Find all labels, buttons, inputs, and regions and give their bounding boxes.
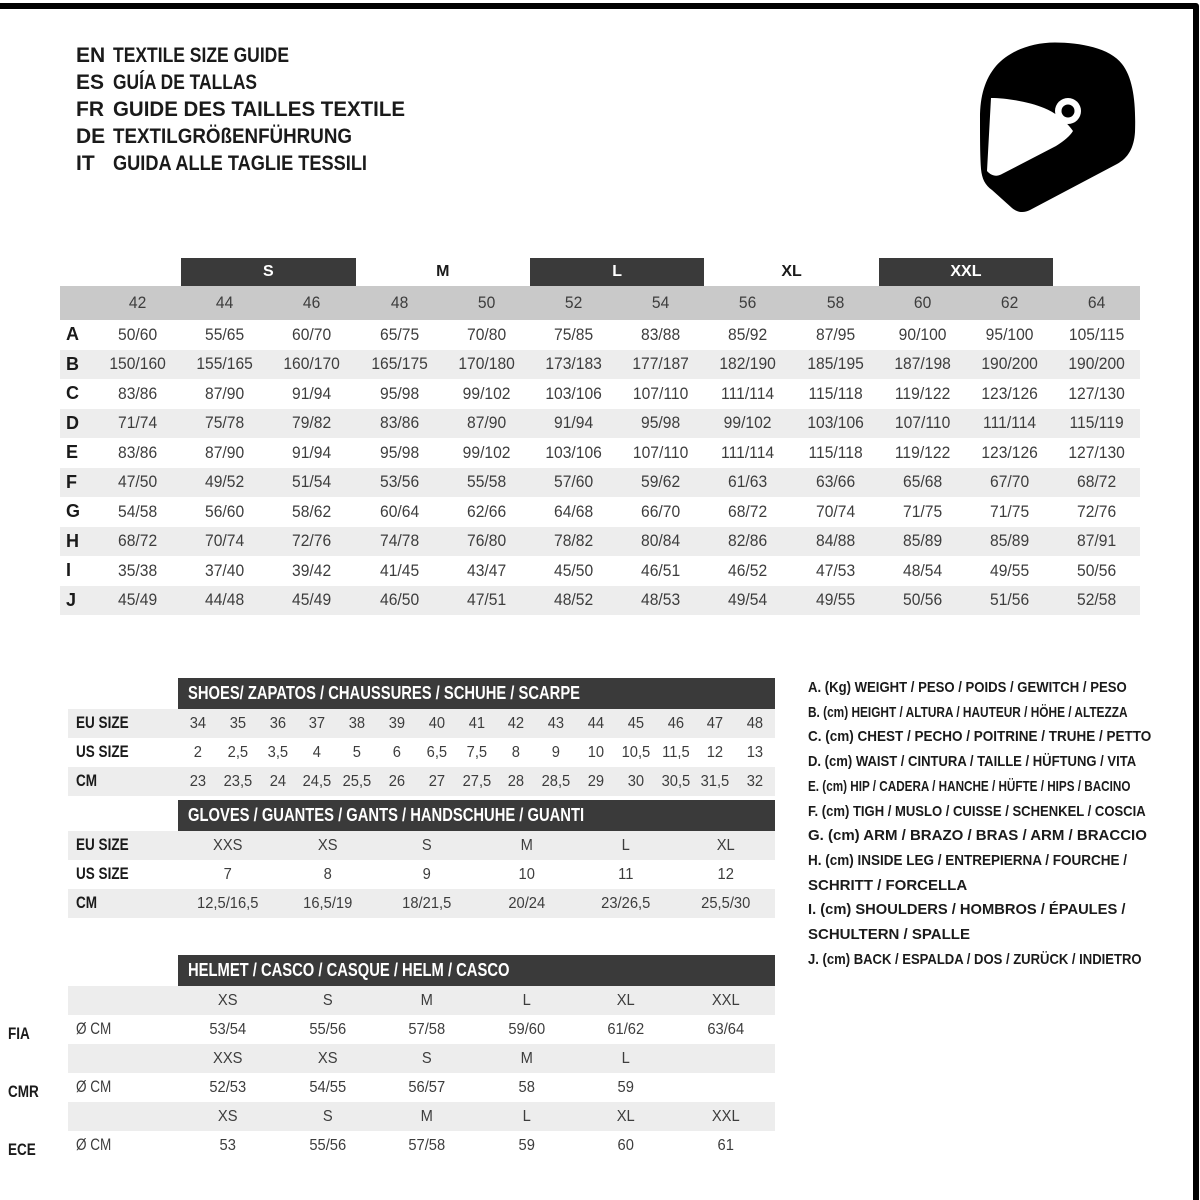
svg-text:GUÍA DE TALLAS: GUÍA DE TALLAS (113, 71, 257, 94)
svg-text:GUIDA ALLE TAGLIE TESSILI: GUIDA ALLE TAGLIE TESSILI (113, 152, 367, 175)
svg-text:FR: FR (76, 98, 104, 121)
svg-text:GUIDE DES TAILLES TEXTILE: GUIDE DES TAILLES TEXTILE (113, 98, 405, 121)
svg-text:TEXTILGRÖßENFÜHRUNG: TEXTILGRÖßENFÜHRUNG (113, 125, 352, 148)
svg-text:IT: IT (76, 152, 95, 175)
svg-text:DE: DE (76, 125, 105, 148)
svg-text:ES: ES (76, 71, 104, 94)
svg-text:EN: EN (76, 44, 105, 67)
svg-text:TEXTILE SIZE GUIDE: TEXTILE SIZE GUIDE (113, 44, 289, 67)
